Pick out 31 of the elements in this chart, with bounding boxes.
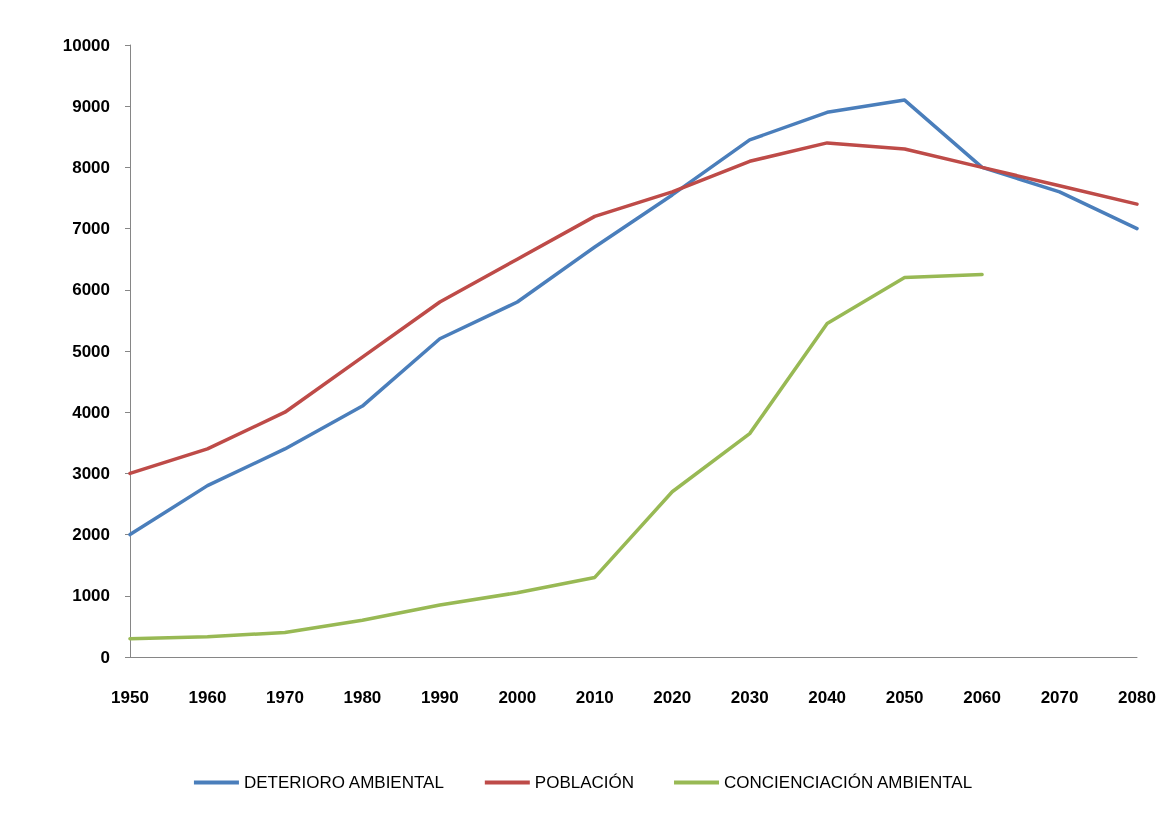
x-tick-label: 2070 (1040, 688, 1079, 707)
legend-label: DETERIORO AMBIENTAL (243, 773, 444, 792)
legend-label: CONCIENCIACIÓN AMBIENTAL (724, 773, 973, 792)
x-tick-label: 2000 (498, 688, 537, 707)
y-tick-label: 4000 (72, 402, 110, 422)
x-tick-label: 2010 (575, 688, 614, 707)
y-tick-label: 0 (100, 647, 110, 667)
y-tick-label: 1000 (72, 586, 110, 606)
y-tick-label: 10000 (62, 35, 110, 55)
x-tick-label: 2080 (1118, 688, 1156, 707)
x-tick-label: 2060 (963, 688, 1001, 707)
line-series (128, 141, 1139, 476)
y-tick-label: 5000 (72, 341, 110, 361)
x-tick-label: 1960 (188, 688, 227, 707)
y-tick-label: 9000 (72, 96, 110, 116)
y-tick-label: 3000 (72, 463, 110, 483)
y-tick-label: 6000 (72, 280, 110, 300)
legend-label: POBLACIÓN (534, 773, 635, 792)
x-tick-label: 2030 (730, 688, 769, 707)
x-tick-label: 1990 (420, 688, 459, 707)
x-tick-label: 2040 (808, 688, 847, 707)
line-series (128, 272, 984, 641)
x-tick-label: 2050 (885, 688, 924, 707)
x-tick-label: 1970 (266, 688, 304, 707)
x-tick-label: 1950 (111, 688, 149, 707)
y-tick-label: 8000 (72, 157, 110, 177)
line-series (128, 98, 1139, 537)
x-tick-label: 2020 (653, 688, 692, 707)
y-tick-label: 7000 (72, 219, 110, 239)
x-tick-label: 1980 (343, 688, 382, 707)
y-tick-label: 2000 (72, 525, 110, 545)
